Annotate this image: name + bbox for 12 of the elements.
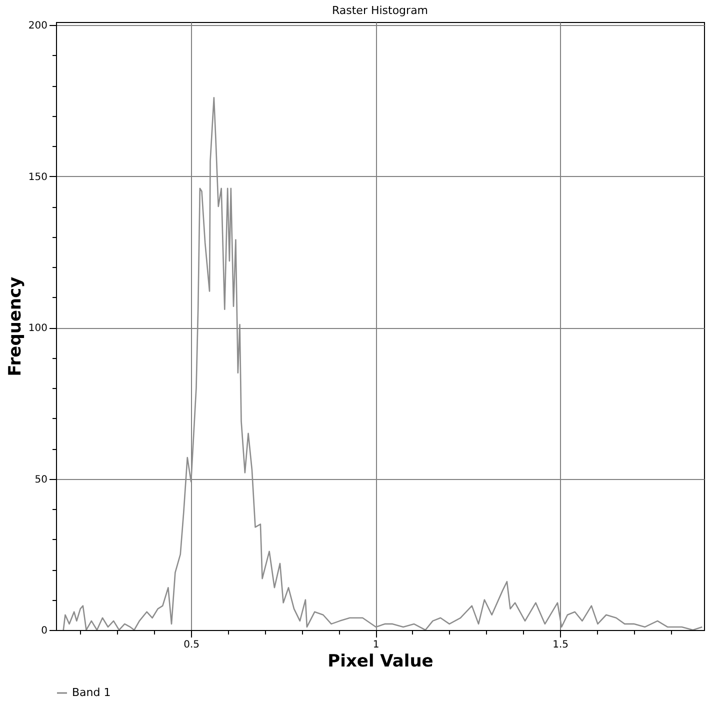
y-tick-label: 100	[28, 323, 48, 334]
y-tick-label: 200	[28, 20, 48, 32]
y-tick-label: 50	[34, 474, 48, 486]
x-tick-label: 1	[372, 640, 380, 650]
y-axis-title: Frequency	[5, 276, 26, 376]
x-axis-title: Pixel Value	[328, 652, 434, 672]
x-tick-label: 0.5	[184, 640, 200, 650]
chart-title: Raster Histogram	[332, 4, 428, 18]
legend-label: Band 1	[72, 686, 111, 699]
y-tick-label: 0	[41, 626, 48, 636]
y-tick-label: 150	[28, 172, 48, 183]
x-tick-label: 1.5	[552, 640, 569, 650]
